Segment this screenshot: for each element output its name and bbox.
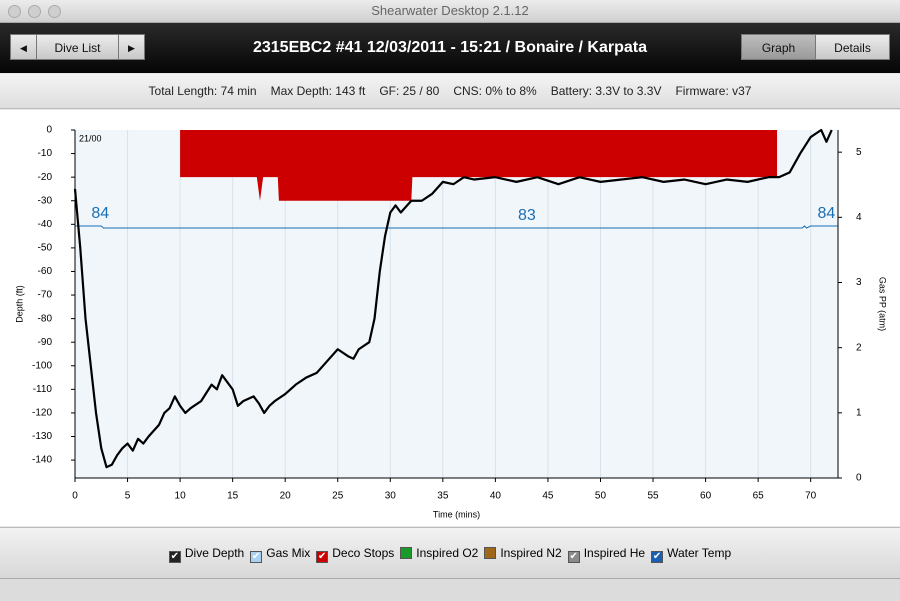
x-tick-label: 70	[805, 491, 817, 502]
water-temp-label: 84	[91, 205, 109, 222]
y-tick-label: -120	[32, 408, 52, 419]
x-tick-label: 40	[490, 491, 502, 502]
y-axis-label: Depth (ft)	[14, 285, 24, 323]
x-tick-label: 45	[542, 491, 554, 502]
legend-label: Dive Depth	[184, 546, 245, 560]
y2-tick-label: 2	[856, 342, 862, 353]
summary-item: Max Depth: 143 ft	[270, 84, 366, 98]
dive-depth-line	[73, 128, 833, 469]
x-axis-label: Time (mins)	[433, 509, 480, 519]
zoom-button[interactable]	[48, 5, 61, 18]
legend-item[interactable]: Inspired N2	[484, 528, 562, 578]
y-tick-label: -130	[32, 431, 52, 442]
y-tick-label: -40	[38, 219, 53, 230]
y-tick-label: -110	[33, 384, 53, 395]
y2-tick-label: 1	[856, 407, 862, 418]
legend-label: Inspired N2	[500, 546, 562, 560]
y2-tick-label: 4	[856, 212, 862, 223]
x-tick-label: 60	[700, 491, 712, 502]
x-tick-label: 10	[175, 491, 187, 502]
x-tick-label: 65	[753, 491, 765, 502]
deco-stops-area	[180, 130, 778, 201]
y2-tick-label: 5	[856, 147, 862, 158]
graph-tab[interactable]: Graph	[741, 34, 816, 60]
summary-bar: Total Length: 74 min Max Depth: 143 ft GF:…	[0, 74, 900, 109]
y-tick-label: -30	[38, 195, 53, 206]
title-bar: Shearwater Desktop 2.1.12	[0, 0, 900, 23]
legend-label: Gas Mix	[266, 546, 311, 560]
y2-tick-label: 0	[856, 473, 862, 484]
legend-checkbox[interactable]: ✔	[651, 551, 664, 563]
legend: ✔ Dive Depth ✔ Gas Mix ✔ Deco Stops Inspired O…	[0, 527, 900, 578]
next-button[interactable]: ▶	[118, 34, 145, 60]
y-tick-label: -60	[38, 266, 53, 277]
legend-checkbox[interactable]: ✔	[250, 551, 263, 563]
window-title: Shearwater Desktop 2.1.12	[371, 3, 529, 18]
x-tick-label: 55	[647, 491, 659, 502]
summary-item: Firmware: v37	[675, 84, 752, 98]
x-tick-label: 20	[280, 491, 292, 502]
summary-item: CNS: 0% to 8%	[453, 84, 537, 98]
prev-button[interactable]: ◀	[10, 34, 37, 60]
x-tick-label: 35	[437, 491, 449, 502]
water-temp-label: 84	[818, 205, 836, 222]
summary-item: GF: 25 / 80	[379, 84, 440, 98]
y-tick-label: -140	[32, 455, 52, 466]
legend-item[interactable]: ✔ Inspired He	[567, 528, 646, 578]
water-temp-label: 83	[518, 207, 536, 224]
status-bar	[0, 578, 900, 601]
minimize-button[interactable]	[28, 5, 41, 18]
water-temp-line	[75, 225, 838, 229]
legend-checkbox[interactable]	[400, 547, 413, 559]
x-tick-label: 15	[227, 491, 239, 502]
y-tick-label: -100	[32, 360, 52, 371]
y-tick-label: 0	[46, 125, 52, 136]
details-tab[interactable]: Details	[815, 34, 890, 60]
legend-checkbox[interactable]	[484, 547, 497, 559]
legend-checkbox[interactable]: ✔	[316, 551, 329, 563]
y-tick-label: -20	[38, 172, 53, 183]
toolbar: ◀ Dive List ▶ 2315EBC2 #41 12/03/2011 - …	[0, 23, 900, 73]
chart: 0 5 10 15 20 25 30 35 40 45 50 55 60 65 700-10-20-30-4…	[0, 110, 900, 526]
legend-item[interactable]: ✔ Deco Stops	[316, 528, 394, 578]
legend-checkbox[interactable]: ✔	[567, 551, 580, 563]
x-tick-label: 30	[385, 491, 397, 502]
y-tick-label: -70	[38, 290, 53, 301]
x-tick-label: 25	[332, 491, 344, 502]
y2-axis-label: Gas PP (atm)	[878, 277, 888, 331]
legend-item[interactable]: ✔ Gas Mix	[250, 528, 310, 578]
legend-item[interactable]: ✔ Water Temp	[651, 528, 731, 578]
legend-label: Inspired O2	[416, 546, 479, 560]
legend-item[interactable]: ✔ Dive Depth	[168, 528, 245, 578]
close-button[interactable]	[8, 5, 21, 18]
y-tick-label: -10	[38, 148, 53, 159]
x-tick-label: 0	[72, 491, 78, 502]
x-tick-label: 5	[125, 491, 131, 502]
y-tick-label: -90	[38, 337, 53, 348]
legend-label: Water Temp	[667, 546, 732, 560]
legend-label: Deco Stops	[332, 546, 395, 560]
legend-label: Inspired He	[583, 546, 646, 560]
corner-label: 21/00	[79, 133, 102, 143]
plot-area	[75, 130, 838, 478]
y2-tick-label: 3	[856, 277, 862, 288]
summary-item: Total Length: 74 min	[148, 84, 257, 98]
dive-title: 2315EBC2 #41 12/03/2011 - 15:21 / Bonair…	[252, 39, 647, 56]
legend-item[interactable]: Inspired O2	[400, 528, 478, 578]
y-tick-label: -80	[38, 313, 53, 324]
x-tick-label: 50	[595, 491, 607, 502]
legend-checkbox[interactable]: ✔	[168, 551, 181, 563]
dive-list-button[interactable]: Dive List	[36, 34, 119, 60]
y-tick-label: -50	[38, 243, 53, 254]
summary-item: Battery: 3.3V to 3.3V	[550, 84, 662, 98]
